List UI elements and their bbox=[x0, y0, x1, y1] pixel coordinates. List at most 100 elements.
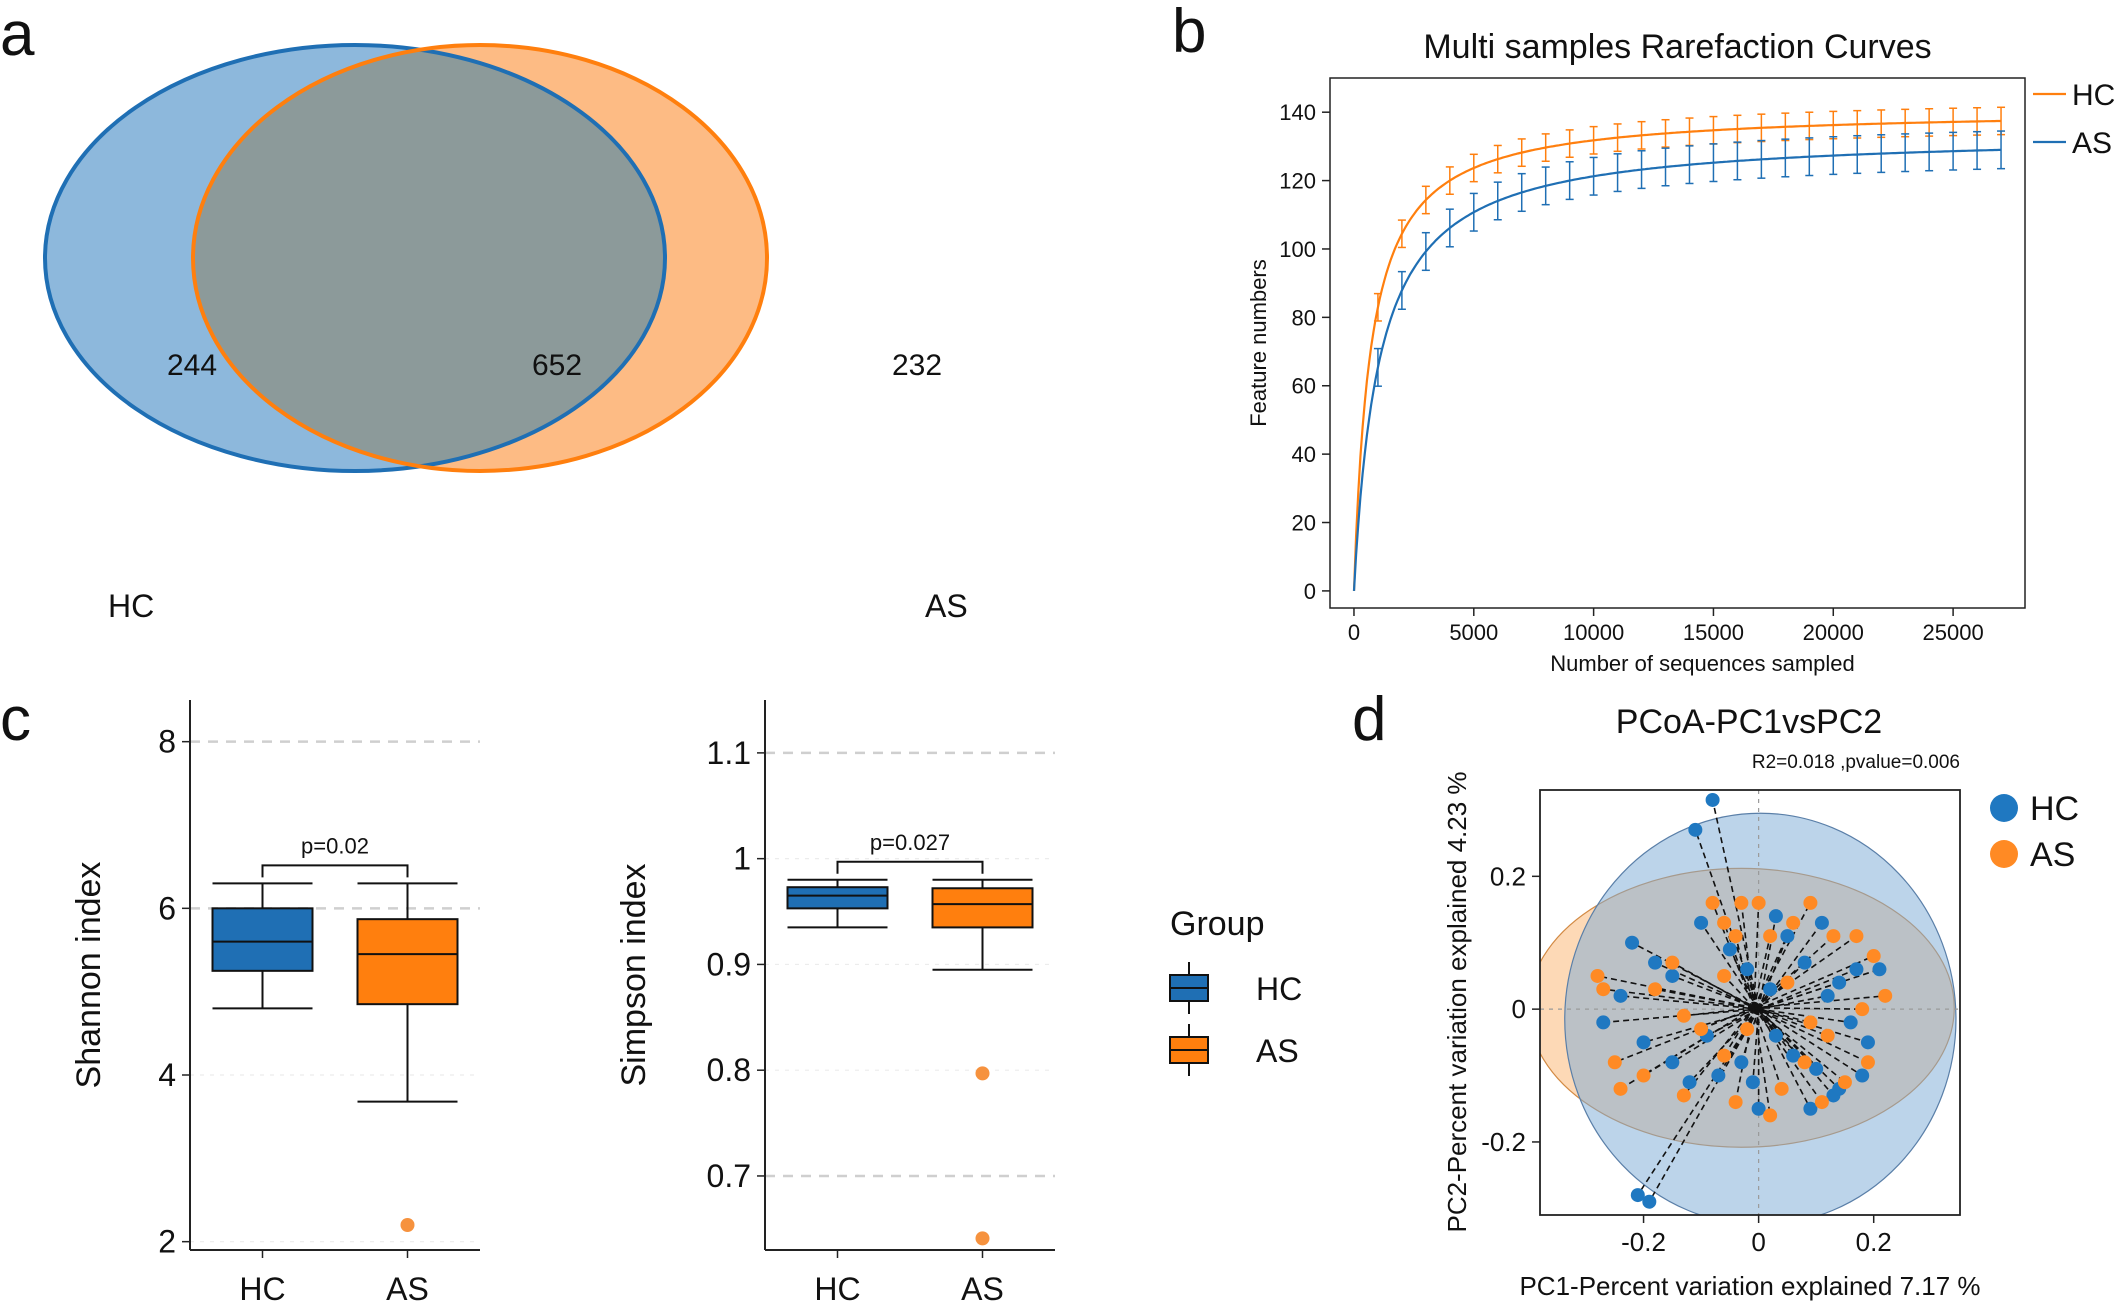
spider-line bbox=[1672, 975, 1759, 1010]
point-HC bbox=[1596, 1015, 1611, 1030]
point-HC bbox=[1820, 988, 1835, 1003]
spider-line bbox=[1637, 1008, 1760, 1196]
spider-line bbox=[1754, 1007, 1863, 1010]
pcoa-xlabel: PC1-Percent variation explained 7.17 % bbox=[1519, 1271, 1980, 1301]
x-tick-label: 20000 bbox=[1803, 620, 1864, 645]
spider-line bbox=[1753, 1007, 1783, 1090]
x-tick-label: -0.2 bbox=[1621, 1227, 1666, 1257]
legend-dot-AS bbox=[1990, 840, 2018, 868]
point-AS bbox=[1694, 1022, 1709, 1037]
simpson-boxplot: 0.7 0.8 0.9 1 1.1 HC AS p=0.027 Simpson index Gro… bbox=[615, 700, 1302, 1307]
y-tick-label: 60 bbox=[1292, 374, 1316, 399]
point-AS bbox=[1780, 975, 1795, 990]
venn-label-as: AS bbox=[925, 588, 968, 624]
point-HC bbox=[1814, 915, 1829, 930]
point-AS bbox=[1607, 1055, 1622, 1070]
spider-line bbox=[1758, 1008, 1851, 1024]
y-tick-label: 100 bbox=[1279, 237, 1316, 262]
point-HC bbox=[1642, 1194, 1657, 1209]
point-AS bbox=[1820, 1028, 1835, 1043]
spider-line bbox=[1758, 1008, 1863, 1077]
point-HC bbox=[1711, 1068, 1726, 1083]
venn-diagram: 244 652 232 HC AS bbox=[43, 43, 968, 624]
y-axis-title: Simpson index bbox=[615, 863, 653, 1086]
spider-line bbox=[1683, 1007, 1755, 1017]
point-HC bbox=[1694, 915, 1709, 930]
y-tick-label: 1.1 bbox=[707, 735, 751, 771]
outlier-point bbox=[400, 1218, 415, 1232]
spider-line bbox=[1757, 916, 1777, 1010]
rarefaction-xlabel: Number of sequences sampled bbox=[1550, 651, 1855, 676]
rarefaction-chart: Multi samples Rarefaction Curves 0 5000 100… bbox=[1246, 28, 2115, 676]
spider-line bbox=[1758, 1008, 1869, 1044]
spider-line bbox=[1753, 1007, 1828, 1037]
spider-line bbox=[1723, 975, 1755, 1009]
point-HC bbox=[1768, 1028, 1783, 1043]
y-tick-label: 40 bbox=[1292, 442, 1316, 467]
y-tick-label: 140 bbox=[1279, 100, 1316, 125]
point-HC bbox=[1636, 1035, 1651, 1050]
point-HC bbox=[1780, 929, 1795, 944]
point-AS bbox=[1878, 988, 1893, 1003]
spider-line bbox=[1734, 935, 1755, 1009]
point-AS bbox=[1648, 982, 1663, 997]
pcoa-frame bbox=[1539, 789, 1961, 1216]
point-AS bbox=[1866, 949, 1881, 964]
rarefaction-frame bbox=[1329, 77, 2026, 609]
spider-line bbox=[1597, 975, 1755, 1009]
p-value-label: p=0.027 bbox=[870, 830, 950, 855]
legend-label-AS: AS bbox=[2030, 836, 2075, 874]
point-AS bbox=[1849, 929, 1864, 944]
y-tick-label: 0 bbox=[1512, 994, 1526, 1024]
pcoa-subtitle: R2=0.018 ,pvalue=0.006 bbox=[1752, 752, 1960, 773]
venn-hc-outline bbox=[43, 43, 667, 473]
panel-label-b: b bbox=[1172, 0, 1206, 66]
point-AS bbox=[1717, 915, 1732, 930]
point-HC bbox=[1832, 975, 1847, 990]
pcoa-title: PCoA-PC1vsPC2 bbox=[1616, 703, 1882, 741]
spider-line bbox=[1757, 935, 1789, 1010]
y-tick-label: 20 bbox=[1292, 511, 1316, 536]
point-AS bbox=[1676, 1008, 1691, 1023]
point-HC bbox=[1648, 955, 1663, 970]
x-tick-label: AS bbox=[961, 1271, 1004, 1307]
point-HC bbox=[1786, 1048, 1801, 1063]
point-AS bbox=[1734, 895, 1749, 910]
point-HC bbox=[1740, 962, 1755, 977]
spider-line bbox=[1631, 942, 1760, 1010]
venn-overlap-count: 652 bbox=[532, 349, 582, 382]
point-HC bbox=[1665, 968, 1680, 983]
spider-line bbox=[1753, 1007, 1771, 1116]
spider-line bbox=[1648, 1008, 1760, 1203]
outlier-point bbox=[975, 1066, 990, 1081]
rarefaction-ylabel: Feature numbers bbox=[1246, 259, 1271, 427]
point-AS bbox=[1705, 895, 1720, 910]
spider-line bbox=[1746, 1007, 1755, 1030]
point-AS bbox=[1763, 1108, 1778, 1123]
y-tick-label: -0.2 bbox=[1481, 1127, 1526, 1157]
y-tick-label: 120 bbox=[1279, 169, 1316, 194]
spider-line bbox=[1758, 995, 1828, 1010]
point-AS bbox=[1786, 915, 1801, 930]
box-HC bbox=[211, 907, 314, 972]
spider-line bbox=[1753, 955, 1875, 1009]
point-HC bbox=[1625, 935, 1640, 950]
spider-line bbox=[1671, 961, 1755, 1009]
point-HC bbox=[1843, 1015, 1858, 1030]
point-AS bbox=[1596, 982, 1611, 997]
pcoa-scatter: -0.2 0 0.2 -0.2 0 0.2 PCoA-PC1vsPC2 R2=0.018 ,p… bbox=[1442, 703, 2079, 1301]
point-HC bbox=[1803, 1101, 1818, 1116]
point-HC bbox=[1751, 1101, 1766, 1116]
x-tick-label: 25000 bbox=[1923, 620, 1984, 645]
point-HC bbox=[1768, 909, 1783, 924]
spider-line bbox=[1758, 968, 1880, 1010]
spider-line bbox=[1671, 1008, 1760, 1063]
y-axis-title: Shannon index bbox=[70, 862, 108, 1089]
y-tick-label: 8 bbox=[158, 724, 176, 760]
spider-line bbox=[1753, 935, 1771, 1008]
p-value-label: p=0.02 bbox=[301, 833, 369, 858]
point-AS bbox=[1590, 968, 1605, 983]
point-AS bbox=[1751, 895, 1766, 910]
spider-line bbox=[1603, 988, 1755, 1009]
